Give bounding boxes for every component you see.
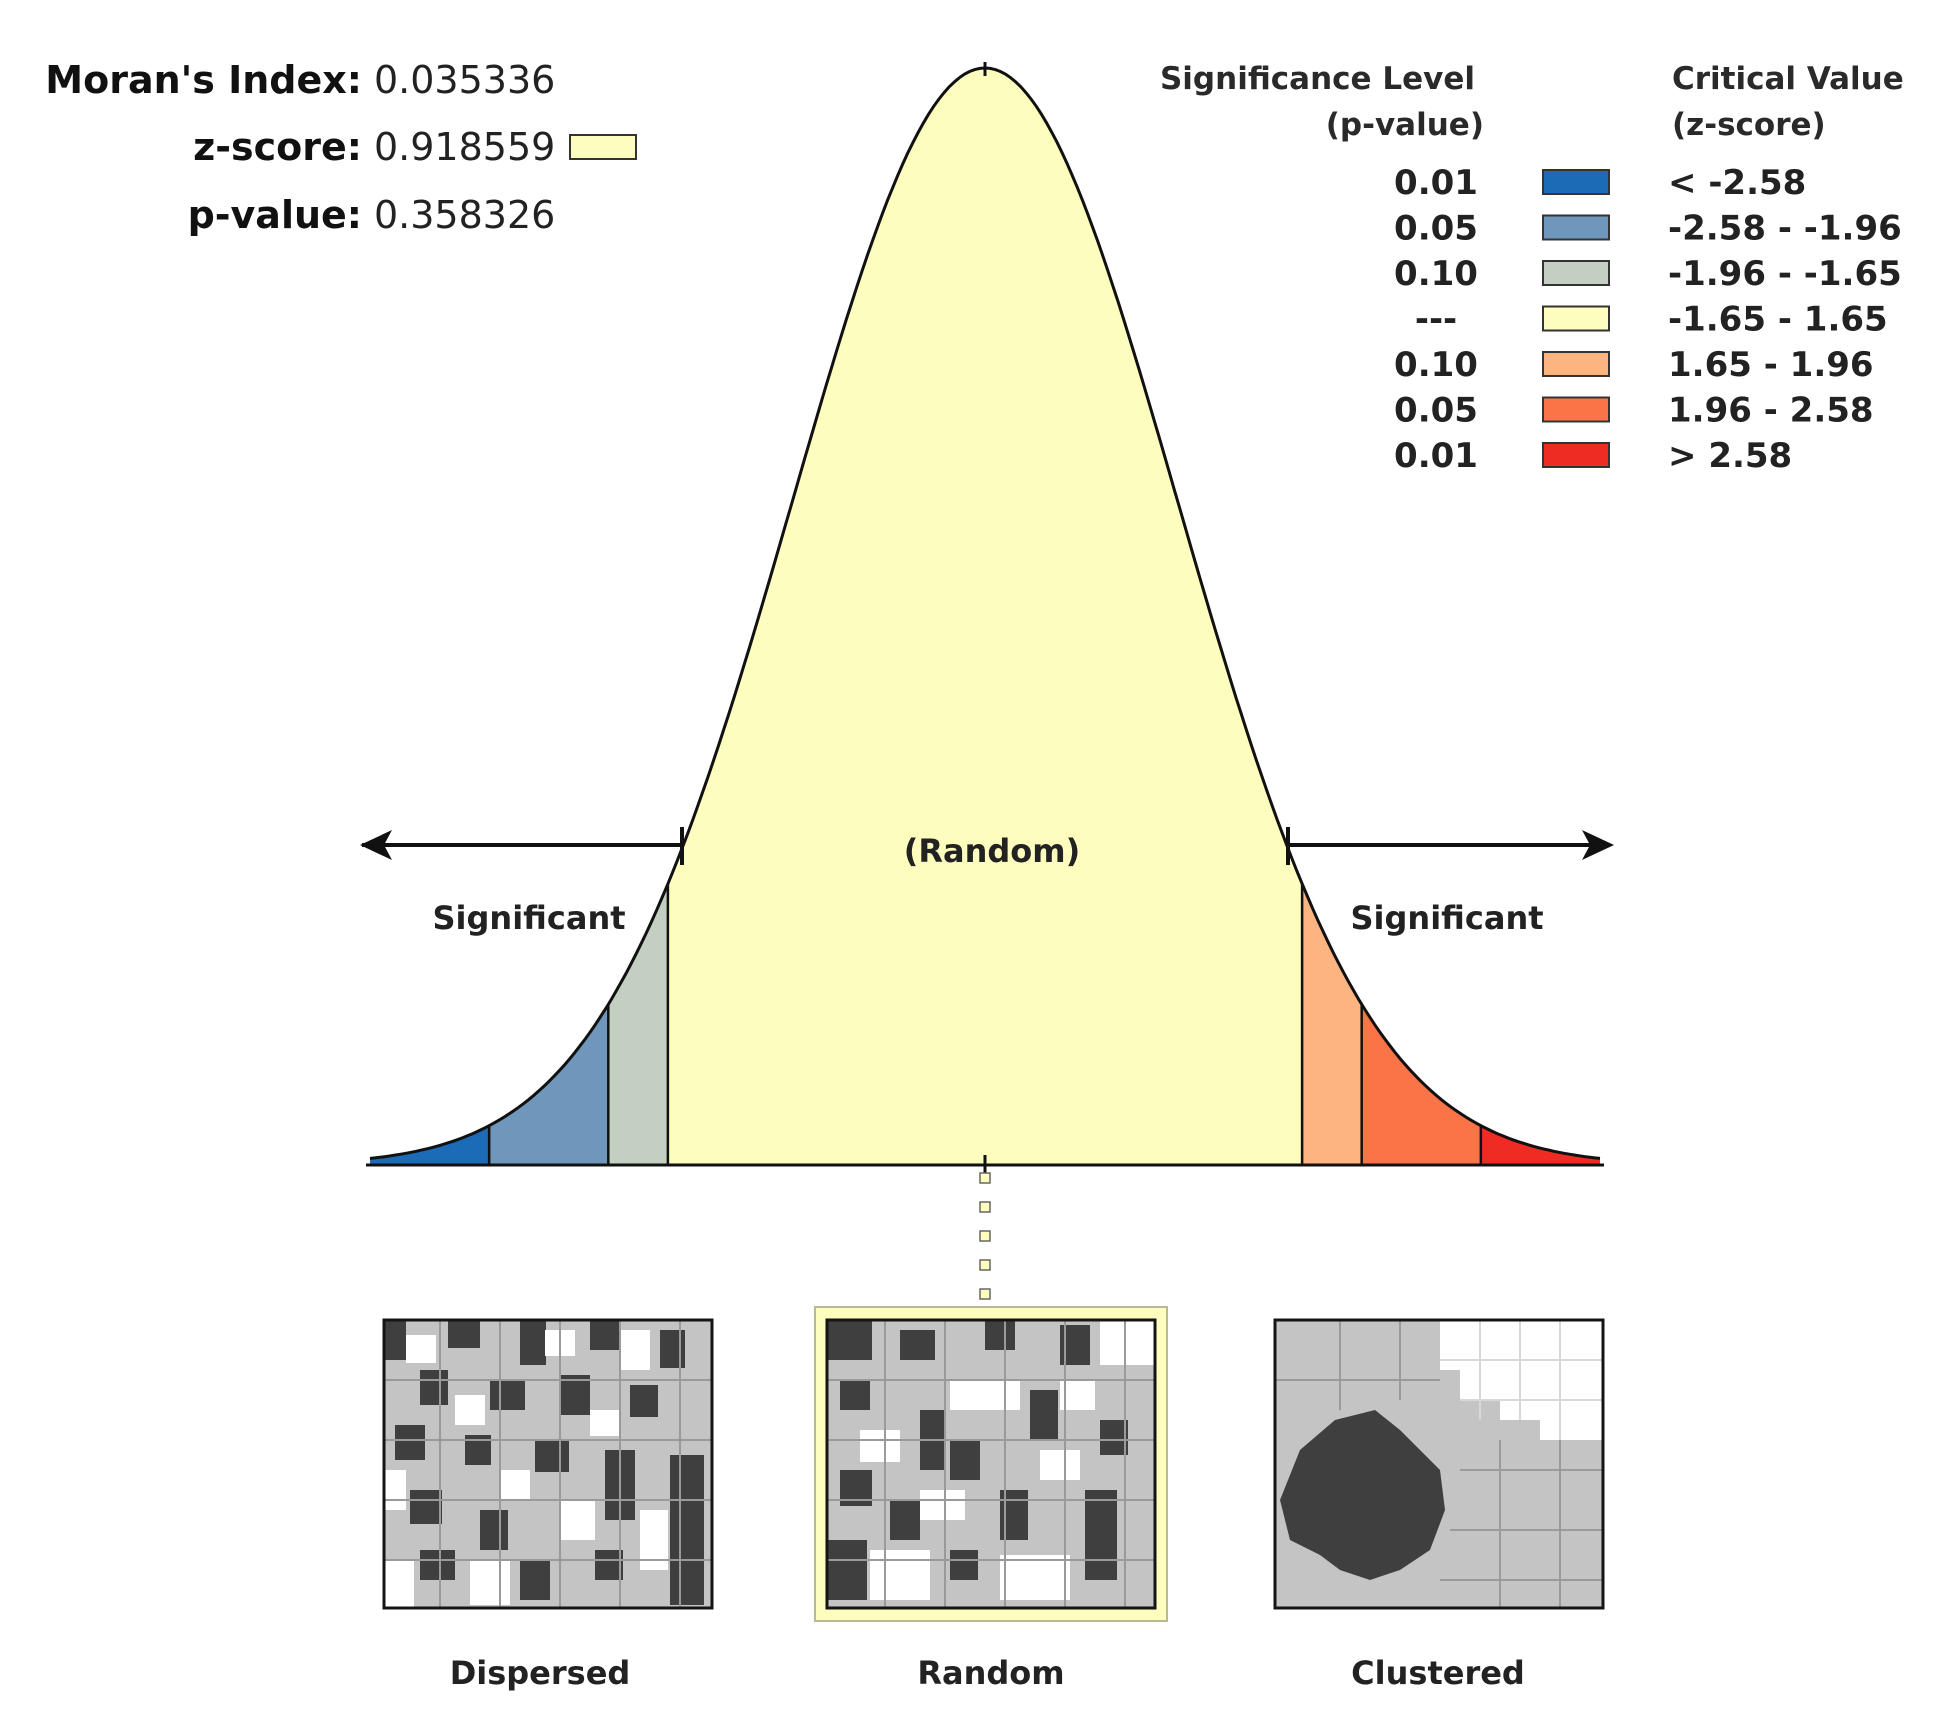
dispersed-caption: Dispersed [450,1654,631,1692]
left-significant-label: Significant [432,899,625,937]
random-caption: Random [917,1654,1064,1692]
moran-index-value: 0.035336 [374,58,555,102]
pointer-dot [979,1288,991,1300]
legend-critical-subtitle: (z-score) [1672,107,1826,143]
legend-swatch [1542,214,1610,241]
legend-z-range: 1.65 - 1.96 [1668,345,1874,385]
z-score-value: 0.918559 [374,125,555,169]
z-score-swatch [569,134,637,160]
pointer-dot [979,1172,991,1184]
legend-swatch [1542,351,1610,377]
curve-zone-1 [489,1004,609,1165]
legend-p-value: 0.10 [1394,254,1478,294]
random-map [814,1306,1168,1622]
dispersed-map [382,1318,714,1610]
clustered-map [1273,1318,1605,1610]
right-significant-label: Significant [1350,899,1543,937]
curve-zone-4 [1302,883,1362,1165]
legend-swatch [1542,305,1610,332]
stats-block: Moran's Index: 0.035336 z-score: 0.91855… [45,58,637,237]
legend-significance-title: Significance Level [1160,61,1475,97]
curve-zone-6 [1480,1125,1600,1165]
legend-swatch [1542,169,1610,195]
legend: Significance Level (p-value) Critical Va… [1160,61,1904,476]
legend-p-value: 0.05 [1394,209,1478,249]
zone-annotations: Significant Significant (Random) [360,827,1614,937]
p-value-label: p-value: [188,193,362,237]
legend-p-value: 0.01 [1394,436,1478,476]
p-value-value: 0.358326 [374,193,555,237]
legend-z-range: -1.65 - 1.65 [1668,300,1888,340]
random-zone-label: (Random) [904,832,1081,870]
clustered-caption: Clustered [1351,1654,1525,1692]
legend-swatch [1542,442,1610,468]
left-arrow [360,827,684,865]
legend-p-value: 0.05 [1394,391,1478,431]
curve-zone-3 [667,68,1303,1165]
legend-z-range: 1.96 - 2.58 [1668,391,1874,431]
legend-critical-title: Critical Value [1672,61,1904,97]
moran-index-label: Moran's Index: [45,58,362,102]
pointer-dot [979,1201,991,1213]
example-maps: Dispersed Random Clustered [382,1306,1605,1692]
legend-p-value: 0.01 [1394,163,1478,203]
curve-zone-2 [608,883,668,1165]
legend-swatch [1542,260,1610,286]
legend-z-range: -2.58 - -1.96 [1668,209,1902,249]
legend-z-range: < -2.58 [1668,163,1806,203]
legend-z-range: > 2.58 [1668,436,1792,476]
z-score-label: z-score: [193,125,362,169]
legend-p-value: --- [1415,300,1457,340]
legend-z-range: -1.96 - -1.65 [1668,254,1902,294]
observed-z-pointer [979,1155,991,1300]
right-arrow [1286,827,1614,865]
pointer-dot [979,1259,991,1271]
legend-swatch [1542,396,1610,423]
curve-zone-5 [1361,1004,1481,1165]
normal-curve [366,62,1604,1167]
legend-significance-subtitle: (p-value) [1326,107,1484,143]
legend-p-value: 0.10 [1394,345,1478,385]
curve-zone-0 [370,1125,490,1165]
legend-rows: 0.01 < -2.58 0.05 -2.58 - -1.96 0.10 -1.96 - … [1394,163,1902,476]
pointer-dot [979,1230,991,1242]
